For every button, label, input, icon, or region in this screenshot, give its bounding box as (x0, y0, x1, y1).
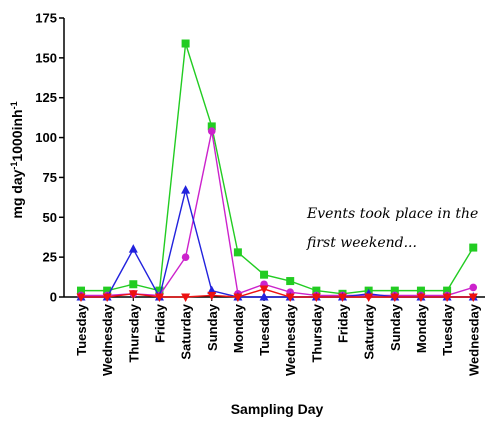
data-point (207, 291, 217, 301)
data-point (233, 248, 242, 257)
x-axis-title: Sampling Day (231, 401, 324, 417)
data-point (442, 293, 452, 302)
data-point (390, 286, 399, 295)
x-tick-label: Monday (231, 303, 246, 353)
x-tick-label: Friday (152, 303, 167, 343)
data-point (207, 127, 216, 135)
x-tick-label: Wednesday (100, 303, 115, 376)
data-point (312, 286, 321, 295)
annotation-line-2: first weekend... (306, 235, 417, 251)
series-line (81, 43, 474, 295)
data-point (469, 283, 478, 292)
data-point (364, 293, 374, 302)
data-point (155, 286, 164, 295)
series-triangle-down (76, 285, 478, 302)
data-point (129, 280, 138, 289)
data-point (311, 293, 321, 302)
x-tick-label: Tuesday (257, 303, 272, 356)
y-tick-label: 100 (35, 130, 57, 145)
y-tick-labels: 0 25 50 75 100 125 150 175 (35, 11, 57, 305)
data-point (390, 293, 400, 302)
y-axis-title: mg day-11000inh-1 (9, 101, 25, 218)
data-point (338, 293, 347, 302)
x-tick-label: Saturday (179, 303, 194, 359)
data-point (416, 286, 425, 295)
data-point (181, 253, 190, 261)
x-tick-label: Wednesday (466, 303, 481, 376)
y-tick-label: 25 (43, 250, 57, 265)
data-point (154, 293, 164, 302)
chart-axes (59, 17, 485, 301)
data-point (468, 293, 478, 302)
x-tick-label: Sunday (388, 303, 403, 351)
x-tick-label: Thursday (309, 303, 324, 362)
y-tick-label: 75 (43, 170, 57, 185)
data-point (443, 286, 452, 295)
data-point (233, 293, 243, 302)
data-point (285, 293, 295, 302)
data-point (286, 277, 295, 286)
x-tick-label: Monday (414, 303, 429, 353)
y-tick-label: 0 (50, 290, 57, 305)
x-tick-label: Sunday (205, 303, 220, 351)
x-tick-label: Wednesday (283, 303, 298, 376)
x-tick-labels: Tuesday Wednesday Thursday Friday Saturday Su… (74, 303, 481, 376)
x-tick-label: Tuesday (440, 303, 455, 356)
x-tick-label: Friday (336, 303, 351, 343)
data-point (128, 244, 138, 253)
chart-series (76, 39, 478, 302)
x-tick-label: Thursday (126, 303, 141, 362)
y-tick-label: 125 (35, 90, 57, 105)
data-point (128, 290, 138, 299)
y-tick-label: 175 (35, 11, 57, 26)
data-point (181, 293, 191, 302)
x-tick-label: Saturday (362, 303, 377, 359)
series-line (81, 131, 474, 297)
series-line (81, 288, 474, 298)
x-tick-label: Tuesday (74, 303, 89, 356)
data-point (76, 293, 86, 302)
data-point (416, 293, 426, 302)
data-point (259, 292, 269, 301)
annotation-line-1: Events took place in the (306, 206, 478, 222)
data-point (181, 39, 190, 48)
data-point (469, 243, 478, 252)
data-point (103, 286, 112, 295)
data-point (207, 122, 216, 131)
data-point (259, 285, 269, 295)
data-point (260, 270, 269, 279)
data-point (102, 293, 112, 302)
y-tick-label: 50 (43, 210, 57, 225)
data-point (77, 286, 85, 295)
y-tick-label: 150 (35, 50, 57, 65)
series-square (77, 39, 478, 298)
data-point (181, 185, 191, 194)
